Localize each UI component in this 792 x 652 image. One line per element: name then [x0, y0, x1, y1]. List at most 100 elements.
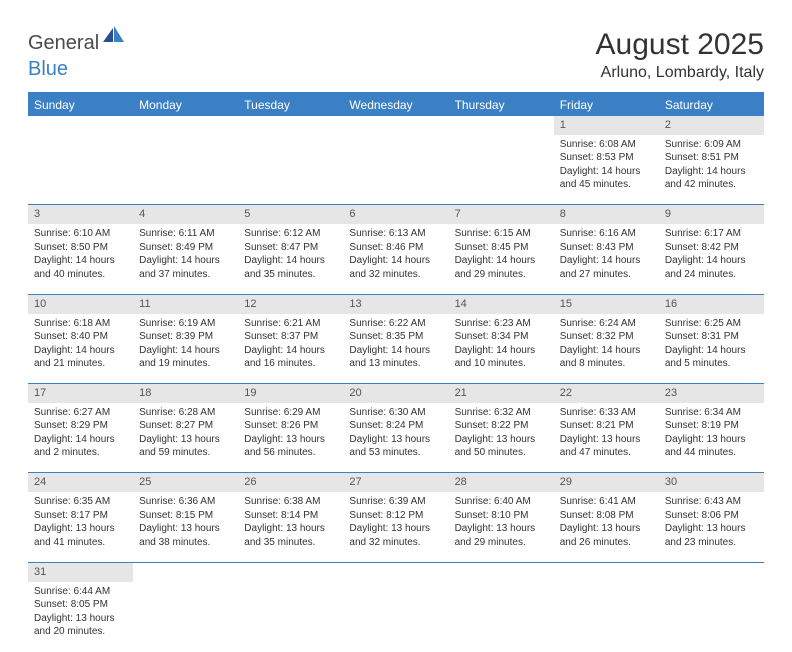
sunrise-line: Sunrise: 6:33 AM	[560, 406, 653, 420]
logo-text-general: General	[28, 32, 99, 55]
sunset-line: Sunset: 8:37 PM	[244, 330, 337, 344]
sunset-line: Sunset: 8:12 PM	[349, 509, 442, 523]
sunrise-line: Sunrise: 6:16 AM	[560, 227, 653, 241]
day-cell: Sunrise: 6:35 AMSunset: 8:17 PMDaylight:…	[28, 492, 133, 562]
day-number: 24	[28, 473, 133, 492]
day-number: 26	[238, 473, 343, 492]
day-number	[238, 562, 343, 581]
day-cell: Sunrise: 6:29 AMSunset: 8:26 PMDaylight:…	[238, 403, 343, 473]
daylight-line: Daylight: 14 hours and 27 minutes.	[560, 254, 653, 281]
day-cell: Sunrise: 6:13 AMSunset: 8:46 PMDaylight:…	[343, 224, 448, 294]
detail-row: Sunrise: 6:27 AMSunset: 8:29 PMDaylight:…	[28, 403, 764, 473]
day-cell: Sunrise: 6:32 AMSunset: 8:22 PMDaylight:…	[449, 403, 554, 473]
day-cell: Sunrise: 6:27 AMSunset: 8:29 PMDaylight:…	[28, 403, 133, 473]
sunset-line: Sunset: 8:15 PM	[139, 509, 232, 523]
sunset-line: Sunset: 8:22 PM	[455, 419, 548, 433]
sunset-line: Sunset: 8:08 PM	[560, 509, 653, 523]
daylight-line: Daylight: 14 hours and 2 minutes.	[34, 433, 127, 460]
sunset-line: Sunset: 8:35 PM	[349, 330, 442, 344]
day-number: 8	[554, 205, 659, 224]
day-cell: Sunrise: 6:08 AMSunset: 8:53 PMDaylight:…	[554, 135, 659, 205]
daynum-row: 17181920212223	[28, 384, 764, 403]
day-cell: Sunrise: 6:10 AMSunset: 8:50 PMDaylight:…	[28, 224, 133, 294]
day-cell: Sunrise: 6:38 AMSunset: 8:14 PMDaylight:…	[238, 492, 343, 562]
sunset-line: Sunset: 8:39 PM	[139, 330, 232, 344]
day-number: 21	[449, 384, 554, 403]
day-cell: Sunrise: 6:24 AMSunset: 8:32 PMDaylight:…	[554, 314, 659, 384]
day-cell	[133, 582, 238, 652]
day-number: 28	[449, 473, 554, 492]
sunrise-line: Sunrise: 6:18 AM	[34, 317, 127, 331]
sunset-line: Sunset: 8:05 PM	[34, 598, 127, 612]
sunrise-line: Sunrise: 6:17 AM	[665, 227, 758, 241]
sunset-line: Sunset: 8:31 PM	[665, 330, 758, 344]
day-number: 1	[554, 116, 659, 135]
day-number: 19	[238, 384, 343, 403]
day-cell: Sunrise: 6:18 AMSunset: 8:40 PMDaylight:…	[28, 314, 133, 384]
sunset-line: Sunset: 8:21 PM	[560, 419, 653, 433]
day-number	[343, 116, 448, 135]
daylight-line: Daylight: 14 hours and 5 minutes.	[665, 344, 758, 371]
day-cell: Sunrise: 6:22 AMSunset: 8:35 PMDaylight:…	[343, 314, 448, 384]
daylight-line: Daylight: 13 hours and 50 minutes.	[455, 433, 548, 460]
sunset-line: Sunset: 8:46 PM	[349, 241, 442, 255]
sunset-line: Sunset: 8:40 PM	[34, 330, 127, 344]
day-number: 17	[28, 384, 133, 403]
day-cell: Sunrise: 6:39 AMSunset: 8:12 PMDaylight:…	[343, 492, 448, 562]
day-cell: Sunrise: 6:30 AMSunset: 8:24 PMDaylight:…	[343, 403, 448, 473]
detail-row: Sunrise: 6:35 AMSunset: 8:17 PM Daylight:…	[28, 492, 764, 562]
daylight-line: Daylight: 14 hours and 29 minutes.	[455, 254, 548, 281]
daylight-line: Daylight: 14 hours and 45 minutes.	[560, 165, 653, 192]
day-cell: Sunrise: 6:43 AMSunset: 8:06 PMDaylight:…	[659, 492, 764, 562]
daynum-row: 12	[28, 116, 764, 135]
day-cell	[238, 135, 343, 205]
sunrise-line: Sunrise: 6:24 AM	[560, 317, 653, 331]
day-cell: Sunrise: 6:28 AMSunset: 8:27 PMDaylight:…	[133, 403, 238, 473]
weekday-header: Tuesday	[238, 94, 343, 116]
sunset-line: Sunset: 8:50 PM	[34, 241, 127, 255]
sunrise-line: Sunrise: 6:12 AM	[244, 227, 337, 241]
day-number	[343, 562, 448, 581]
weekday-header-row: SundayMondayTuesdayWednesdayThursdayFrid…	[28, 94, 764, 116]
daylight-line: Daylight: 13 hours and 29 minutes.	[455, 522, 548, 549]
daylight-line: Daylight: 14 hours and 35 minutes.	[244, 254, 337, 281]
page-subtitle: Arluno, Lombardy, Italy	[596, 64, 764, 82]
day-cell: Sunrise: 6:44 AMSunset: 8:05 PMDaylight:…	[28, 582, 133, 652]
day-number: 16	[659, 294, 764, 313]
sunset-line: Sunset: 8:51 PM	[665, 151, 758, 165]
day-number: 7	[449, 205, 554, 224]
daylight-line: Daylight: 13 hours and 44 minutes.	[665, 433, 758, 460]
day-cell	[449, 582, 554, 652]
sunrise-line: Sunrise: 6:35 AM	[34, 495, 127, 509]
sunrise-line: Sunrise: 6:15 AM	[455, 227, 548, 241]
sunrise-line: Sunrise: 6:39 AM	[349, 495, 442, 509]
daylight-line: Daylight: 14 hours and 13 minutes.	[349, 344, 442, 371]
day-cell: Sunrise: 6:11 AMSunset: 8:49 PMDaylight:…	[133, 224, 238, 294]
day-number: 31	[28, 562, 133, 581]
daynum-row: 24252627282930	[28, 473, 764, 492]
day-cell	[343, 135, 448, 205]
daylight-line: Daylight: 14 hours and 8 minutes.	[560, 344, 653, 371]
day-number: 23	[659, 384, 764, 403]
weekday-header: Wednesday	[343, 94, 448, 116]
sunrise-line: Sunrise: 6:41 AM	[560, 495, 653, 509]
sunrise-line: Sunrise: 6:30 AM	[349, 406, 442, 420]
day-cell: Sunrise: 6:41 AMSunset: 8:08 PMDaylight:…	[554, 492, 659, 562]
logo-sail-icon	[103, 26, 125, 49]
day-number: 9	[659, 205, 764, 224]
day-number: 30	[659, 473, 764, 492]
daylight-line: Daylight: 14 hours and 42 minutes.	[665, 165, 758, 192]
day-number	[449, 562, 554, 581]
day-cell	[28, 135, 133, 205]
logo: General	[28, 28, 127, 55]
weekday-header: Thursday	[449, 94, 554, 116]
sunrise-line: Sunrise: 6:11 AM	[139, 227, 232, 241]
day-cell: Sunrise: 6:12 AMSunset: 8:47 PMDaylight:…	[238, 224, 343, 294]
day-number	[659, 562, 764, 581]
sunrise-line: Sunrise: 6:29 AM	[244, 406, 337, 420]
daylight-line: Daylight: 14 hours and 19 minutes.	[139, 344, 232, 371]
day-cell: Sunrise: 6:17 AMSunset: 8:42 PMDaylight:…	[659, 224, 764, 294]
day-number: 13	[343, 294, 448, 313]
sunset-line: Sunset: 8:17 PM	[34, 509, 127, 523]
sunrise-line: Sunrise: 6:34 AM	[665, 406, 758, 420]
